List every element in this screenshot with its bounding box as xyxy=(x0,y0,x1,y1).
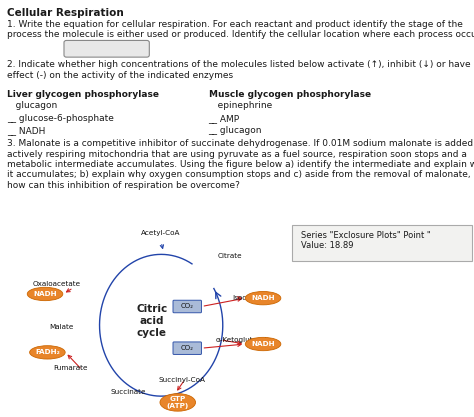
FancyBboxPatch shape xyxy=(173,300,201,313)
FancyBboxPatch shape xyxy=(64,40,149,57)
Text: __ NADH: __ NADH xyxy=(7,126,46,136)
Text: Muscle glycogen phosphorylase: Muscle glycogen phosphorylase xyxy=(209,90,371,100)
Text: __ AMP: __ AMP xyxy=(209,114,240,123)
Text: Series "Exclosure Plots" Point "
Value: 18.89: Series "Exclosure Plots" Point " Value: … xyxy=(301,231,430,250)
Text: Liver glycogen phosphorylase: Liver glycogen phosphorylase xyxy=(7,90,159,100)
Ellipse shape xyxy=(246,291,281,305)
Text: Citrate: Citrate xyxy=(218,254,243,259)
Ellipse shape xyxy=(27,287,63,301)
Text: GTP
(ATP): GTP (ATP) xyxy=(167,396,189,409)
Text: Chart Area: Chart Area xyxy=(82,44,131,53)
Text: glucagon: glucagon xyxy=(7,101,57,111)
FancyBboxPatch shape xyxy=(173,342,201,354)
Text: Acetyl-CoA: Acetyl-CoA xyxy=(141,230,181,236)
Text: NADH: NADH xyxy=(251,295,275,301)
Text: Succinyl-CoA: Succinyl-CoA xyxy=(159,377,206,383)
Text: __ glucose-6-phosphate: __ glucose-6-phosphate xyxy=(7,114,114,123)
Text: Cellular Respiration: Cellular Respiration xyxy=(7,8,124,18)
Ellipse shape xyxy=(246,337,281,351)
Text: Fumarate: Fumarate xyxy=(53,365,88,371)
Text: FADH₂: FADH₂ xyxy=(35,349,60,355)
Text: α-Ketoglutarate: α-Ketoglutarate xyxy=(216,337,273,343)
Text: epinephrine: epinephrine xyxy=(209,101,272,111)
Text: Malate: Malate xyxy=(49,324,73,330)
FancyBboxPatch shape xyxy=(292,225,472,261)
Ellipse shape xyxy=(160,394,195,411)
Text: CO₂: CO₂ xyxy=(181,304,194,309)
Text: 1. Write the equation for cellular respiration. For each reactant and product id: 1. Write the equation for cellular respi… xyxy=(7,20,474,40)
Text: Isocitrate: Isocitrate xyxy=(232,295,266,301)
Text: Succinate: Succinate xyxy=(110,389,146,394)
Text: Citric
acid
cycle: Citric acid cycle xyxy=(136,304,167,339)
Text: 2. Indicate whether high concentrations of the molecules listed below activate (: 2. Indicate whether high concentrations … xyxy=(7,60,474,80)
Text: 3. Malonate is a competitive inhibitor of succinate dehydrogenase. If 0.01M sodi: 3. Malonate is a competitive inhibitor o… xyxy=(7,139,474,190)
Text: NADH: NADH xyxy=(33,291,57,297)
Text: Oxaloacetate: Oxaloacetate xyxy=(32,281,81,286)
Text: __ glucagon: __ glucagon xyxy=(209,126,262,136)
Text: NADH: NADH xyxy=(251,341,275,347)
Ellipse shape xyxy=(29,346,65,359)
Text: CO₂: CO₂ xyxy=(181,345,194,351)
